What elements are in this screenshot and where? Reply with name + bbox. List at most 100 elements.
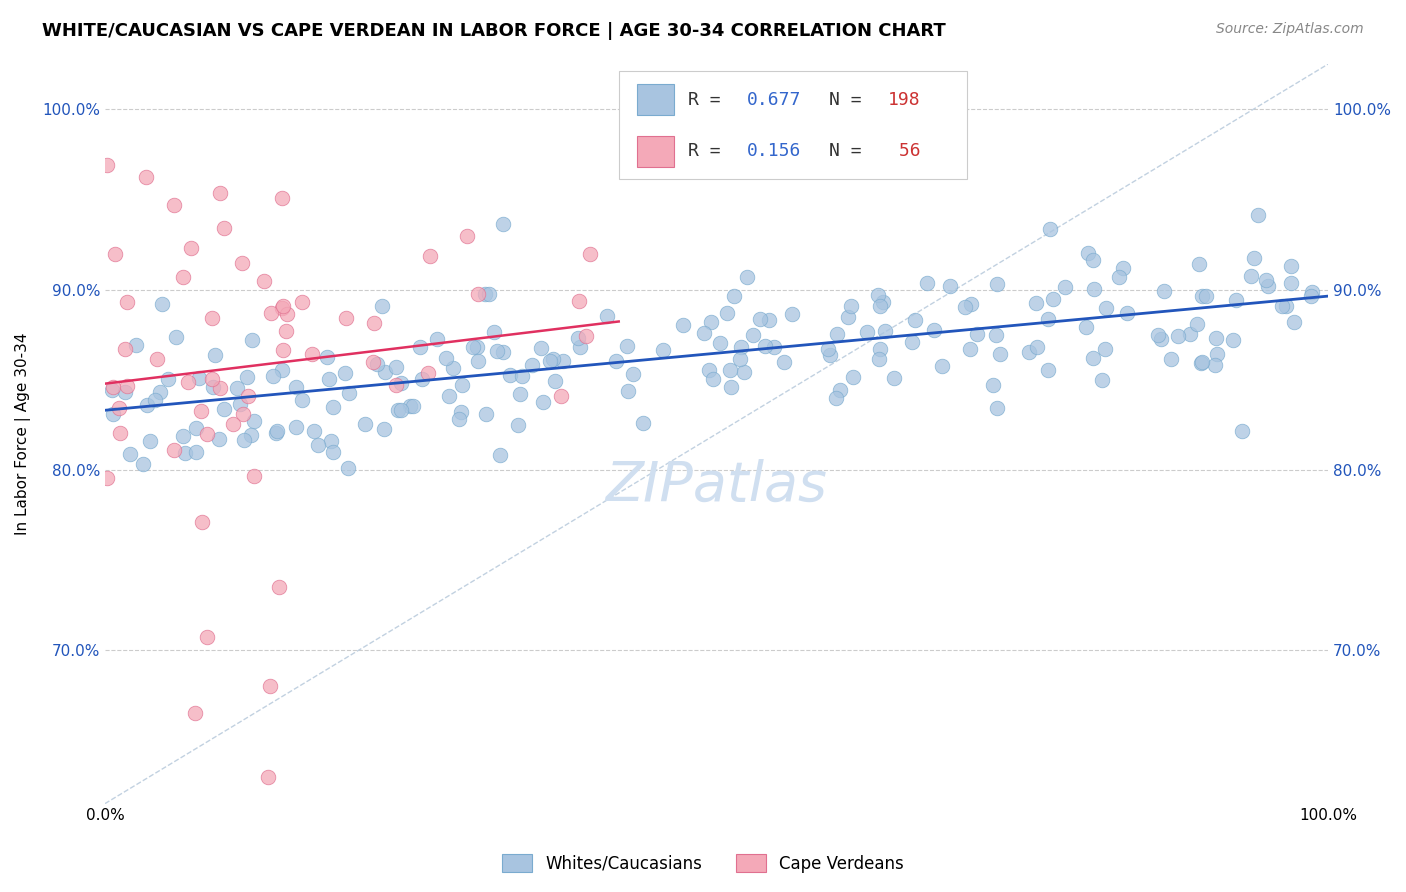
Point bbox=[830, 384, 852, 398]
Point bbox=[434, 351, 457, 366]
Point bbox=[541, 351, 564, 366]
Point bbox=[1301, 285, 1323, 299]
Point bbox=[163, 197, 186, 211]
Point bbox=[1243, 251, 1265, 265]
Point bbox=[762, 341, 785, 355]
Point bbox=[773, 354, 796, 368]
Point bbox=[257, 770, 280, 784]
Point bbox=[530, 341, 553, 355]
Point bbox=[720, 380, 742, 394]
Point bbox=[842, 370, 865, 384]
Point bbox=[1185, 317, 1208, 331]
Point bbox=[101, 380, 124, 394]
Point bbox=[197, 631, 219, 645]
Point bbox=[318, 372, 340, 386]
Point bbox=[214, 401, 236, 416]
Point bbox=[1257, 278, 1279, 293]
Point bbox=[264, 426, 287, 441]
Point bbox=[291, 393, 314, 408]
Point bbox=[163, 443, 186, 458]
Point bbox=[191, 515, 214, 529]
Point bbox=[986, 277, 1008, 291]
Point bbox=[486, 343, 509, 358]
Text: WHITE/CAUCASIAN VS CAPE VERDEAN IN LABOR FORCE | AGE 30-34 CORRELATION CHART: WHITE/CAUCASIAN VS CAPE VERDEAN IN LABOR… bbox=[42, 22, 946, 40]
Point bbox=[253, 274, 276, 288]
Point bbox=[1083, 351, 1105, 365]
Point bbox=[1108, 269, 1130, 284]
Point bbox=[100, 383, 122, 397]
Point bbox=[114, 385, 136, 400]
Point bbox=[966, 326, 988, 341]
Point bbox=[188, 370, 211, 384]
Point bbox=[384, 359, 406, 374]
Point bbox=[550, 389, 572, 403]
Point bbox=[402, 399, 425, 413]
Point bbox=[387, 403, 409, 417]
Point bbox=[1188, 257, 1211, 271]
Point bbox=[1036, 362, 1059, 376]
Point bbox=[235, 369, 257, 384]
Point bbox=[103, 408, 125, 422]
Point bbox=[1206, 347, 1229, 361]
Point bbox=[1081, 252, 1104, 267]
Point bbox=[335, 310, 357, 325]
Point bbox=[931, 359, 953, 374]
Point bbox=[474, 286, 496, 301]
Point bbox=[353, 417, 375, 432]
Point bbox=[1077, 245, 1099, 260]
Point bbox=[716, 306, 738, 320]
Text: R =: R = bbox=[689, 143, 733, 161]
Point bbox=[818, 348, 841, 362]
Point bbox=[190, 404, 212, 418]
Point bbox=[139, 434, 162, 448]
Point bbox=[1054, 280, 1077, 294]
Point bbox=[110, 425, 132, 440]
Point bbox=[366, 357, 388, 371]
Point bbox=[567, 331, 589, 345]
Point bbox=[1042, 292, 1064, 306]
Point bbox=[1094, 301, 1116, 315]
Point bbox=[274, 324, 297, 338]
Point bbox=[718, 362, 741, 376]
Point bbox=[115, 378, 138, 392]
Point bbox=[1083, 282, 1105, 296]
Point bbox=[1254, 273, 1277, 287]
Point bbox=[499, 368, 522, 382]
Point bbox=[1160, 351, 1182, 366]
Point bbox=[605, 354, 627, 368]
Point bbox=[730, 340, 752, 354]
Point bbox=[209, 186, 232, 200]
Point bbox=[465, 340, 488, 354]
Point bbox=[1018, 345, 1040, 359]
Point bbox=[538, 354, 561, 368]
Point bbox=[456, 228, 478, 243]
Point bbox=[981, 378, 1004, 392]
Point bbox=[1091, 374, 1114, 388]
Point bbox=[302, 424, 325, 438]
Point bbox=[411, 372, 433, 386]
Point bbox=[107, 401, 129, 415]
Point bbox=[728, 352, 751, 367]
Point bbox=[475, 408, 498, 422]
Text: 56: 56 bbox=[887, 143, 921, 161]
Point bbox=[868, 288, 890, 302]
Point bbox=[271, 299, 294, 313]
Point bbox=[180, 241, 202, 255]
Point bbox=[437, 388, 460, 402]
Point bbox=[953, 300, 976, 314]
Point bbox=[758, 313, 780, 327]
Point bbox=[533, 394, 555, 409]
Point bbox=[1222, 334, 1244, 348]
Point bbox=[922, 323, 945, 337]
Point bbox=[361, 355, 384, 369]
Point bbox=[259, 679, 281, 693]
Point bbox=[236, 389, 259, 403]
Point bbox=[1038, 222, 1060, 236]
Point bbox=[266, 424, 288, 438]
Point bbox=[1282, 314, 1305, 328]
Point bbox=[373, 422, 395, 436]
Point bbox=[575, 328, 598, 343]
Point bbox=[104, 247, 127, 261]
Point bbox=[489, 449, 512, 463]
Point bbox=[579, 247, 602, 261]
